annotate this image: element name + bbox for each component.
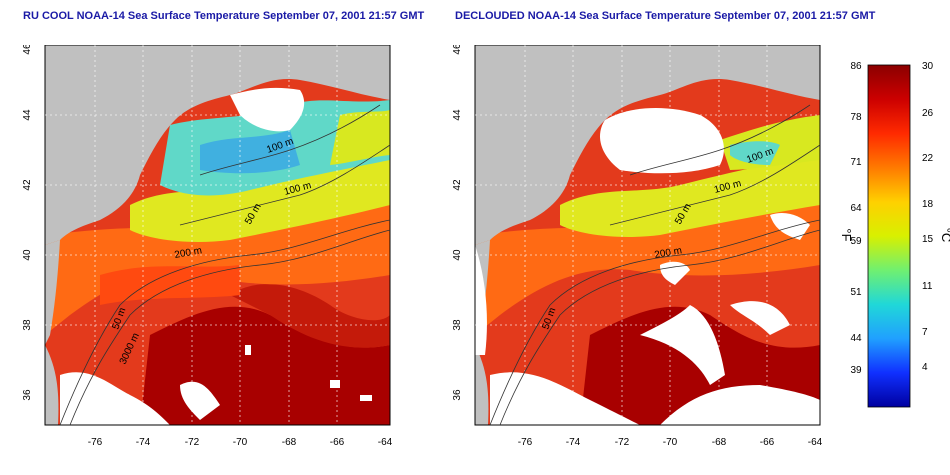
fahrenheit-ticks: 86 78 71 64 59 51 44 39 [850,61,862,376]
lon-tick-label: -70 [233,437,248,448]
left-lat-axis: 46 44 42 40 38 36 [22,45,33,401]
lon-tick-label: -66 [330,437,345,448]
land-mass [45,45,390,245]
lat-tick-label: 40 [452,249,463,261]
lon-tick-label: -68 [712,437,727,448]
f-tick-label: 71 [850,157,862,168]
lon-tick-label: -74 [136,437,151,448]
lat-tick-label: 36 [22,389,33,401]
lon-tick-label: -72 [185,437,200,448]
lat-tick-label: 42 [22,179,33,191]
gulf-of-maine-cool [560,155,820,237]
colorbar: 86 78 71 64 59 51 44 39 30 26 22 18 15 1… [839,61,950,408]
lon-tick-label: -68 [282,437,297,448]
c-tick-label: 4 [922,362,928,373]
c-tick-label: 26 [922,108,934,119]
left-panel-title: RU COOL NOAA-14 Sea Surface Temperature … [23,10,425,22]
lon-tick-label: -64 [808,437,823,448]
lon-tick-label: -72 [615,437,630,448]
colorbar-gradient [867,64,911,408]
lon-tick-label: -70 [663,437,678,448]
lat-tick-label: 46 [22,45,33,55]
right-lon-axis: -76 -74 -72 -70 -68 -66 -64 [518,437,823,448]
left-sst-map: 100 m 100 m 50 m 200 m 50 m 3000 m 46 44… [22,45,393,448]
shelf-water-orange [475,195,820,335]
lat-tick-label: 44 [22,109,33,121]
fahrenheit-unit-label: °F [839,228,854,241]
f-tick-label: 44 [850,333,862,344]
lon-tick-label: -74 [566,437,581,448]
f-tick-label: 51 [850,287,862,298]
c-tick-label: 18 [922,199,934,210]
celsius-unit-label: °C [939,228,950,243]
lat-tick-label: 44 [452,109,463,121]
lat-tick-label: 36 [452,389,463,401]
lat-tick-label: 38 [22,319,33,331]
cloud-patch [230,87,305,132]
lat-tick-label: 42 [452,179,463,191]
lon-tick-label: -64 [378,437,393,448]
celsius-ticks: 30 26 22 18 15 11 7 4 [922,61,934,373]
f-tick-label: 39 [850,365,862,376]
lon-tick-label: -76 [518,437,533,448]
right-lat-axis: 46 44 42 40 38 36 [452,45,463,401]
lon-tick-label: -76 [88,437,103,448]
gulf-of-maine-cool [130,155,390,242]
f-tick-label: 64 [850,203,862,214]
cloud-mask [600,108,724,174]
lat-tick-label: 40 [22,249,33,261]
contour-label: 200 m [654,245,683,261]
lat-tick-label: 46 [452,45,463,55]
c-tick-label: 15 [922,234,934,245]
left-lon-axis: -76 -74 -72 -70 -68 -66 -64 [88,437,393,448]
right-panel-title: DECLOUDED NOAA-14 Sea Surface Temperatur… [455,10,876,22]
f-tick-label: 59 [850,236,862,247]
lat-tick-label: 38 [452,319,463,331]
f-tick-label: 86 [850,61,862,72]
c-tick-label: 30 [922,61,934,72]
c-tick-label: 11 [922,281,933,292]
right-sst-map: 100 m 100 m 50 m 200 m 50 m 46 44 42 40 … [452,45,823,448]
f-tick-label: 78 [850,112,862,123]
c-tick-label: 7 [922,327,928,338]
land-mass [475,45,820,245]
lon-tick-label: -66 [760,437,775,448]
contour-label: 200 m [174,245,203,261]
c-tick-label: 22 [922,153,934,164]
